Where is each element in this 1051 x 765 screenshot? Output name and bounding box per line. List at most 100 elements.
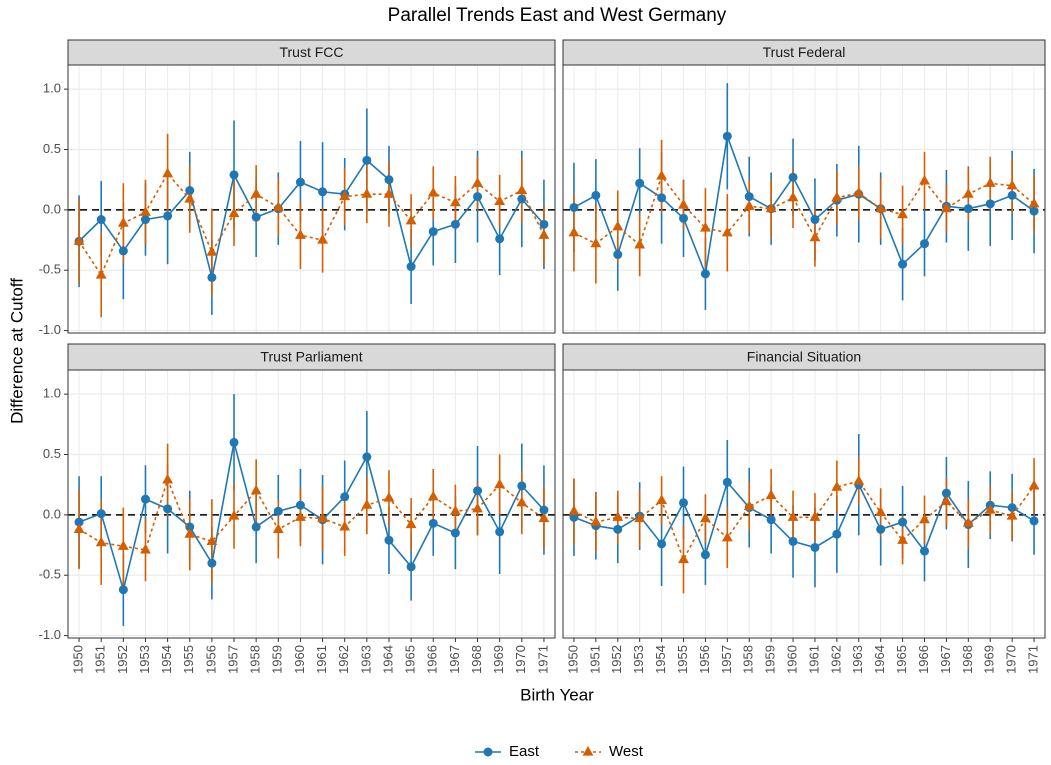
x-tick-label: 1962 bbox=[336, 645, 351, 674]
point bbox=[1006, 179, 1018, 190]
point bbox=[473, 486, 483, 496]
x-tick-label: 1953 bbox=[631, 645, 646, 674]
point bbox=[228, 207, 240, 218]
legend-marker bbox=[483, 747, 493, 757]
point bbox=[140, 215, 150, 225]
x-tick-label: 1963 bbox=[358, 645, 373, 674]
point bbox=[920, 546, 929, 556]
point bbox=[679, 498, 688, 508]
x-tick-label: 1950 bbox=[565, 645, 580, 674]
point bbox=[898, 517, 908, 527]
point bbox=[272, 201, 284, 212]
point bbox=[406, 562, 416, 572]
point bbox=[539, 219, 549, 229]
point bbox=[517, 481, 527, 491]
x-tick-label: 1953 bbox=[137, 645, 152, 674]
x-tick-label: 1951 bbox=[587, 645, 602, 674]
point bbox=[657, 539, 667, 549]
point bbox=[251, 522, 261, 532]
point bbox=[853, 475, 865, 485]
x-tick-label: 1967 bbox=[447, 645, 462, 674]
point bbox=[568, 226, 580, 237]
point bbox=[853, 186, 865, 197]
point bbox=[700, 550, 710, 560]
y-tick-label: 0.0 bbox=[43, 506, 61, 521]
legend-label: West bbox=[609, 743, 644, 760]
panel-background bbox=[563, 370, 1045, 638]
series-line bbox=[78, 477, 545, 551]
point bbox=[317, 234, 328, 244]
point bbox=[984, 504, 996, 514]
point bbox=[272, 523, 284, 533]
x-tick-label: 1957 bbox=[225, 645, 240, 674]
x-tick-label: 1968 bbox=[469, 645, 484, 674]
x-tick-label: 1971 bbox=[1025, 645, 1040, 674]
point bbox=[96, 215, 106, 225]
point bbox=[679, 213, 688, 223]
point bbox=[568, 505, 580, 515]
point bbox=[590, 237, 602, 248]
point bbox=[919, 174, 930, 185]
point bbox=[897, 208, 908, 219]
x-tick-label: 1968 bbox=[960, 645, 975, 674]
panel-border bbox=[67, 64, 556, 334]
point bbox=[207, 558, 217, 568]
point bbox=[920, 239, 929, 249]
x-tick-label: 1958 bbox=[248, 645, 263, 674]
point bbox=[700, 221, 711, 232]
point bbox=[721, 226, 733, 237]
x-tick-label: 1965 bbox=[403, 645, 418, 674]
x-tick-label: 1963 bbox=[850, 645, 865, 674]
point bbox=[612, 511, 624, 521]
strip-title: Trust Federal bbox=[763, 44, 846, 60]
point bbox=[384, 175, 394, 185]
point bbox=[569, 202, 579, 212]
y-tick-label: -1.0 bbox=[39, 627, 61, 642]
x-tick-label: 1964 bbox=[872, 645, 887, 674]
point bbox=[539, 505, 549, 515]
point bbox=[163, 504, 173, 514]
point bbox=[405, 518, 417, 529]
point bbox=[788, 536, 798, 546]
point bbox=[495, 527, 505, 537]
point bbox=[428, 227, 438, 237]
strip-title: Trust FCC bbox=[279, 44, 343, 60]
point bbox=[678, 553, 689, 564]
point bbox=[635, 178, 645, 188]
point bbox=[207, 272, 217, 282]
series-line bbox=[78, 442, 545, 593]
series-line bbox=[78, 159, 545, 278]
point bbox=[473, 192, 483, 202]
strip bbox=[562, 343, 1046, 371]
point bbox=[1028, 197, 1040, 208]
point bbox=[450, 219, 460, 229]
point bbox=[362, 452, 372, 462]
point bbox=[831, 481, 843, 491]
point bbox=[962, 517, 974, 527]
point bbox=[185, 522, 195, 532]
y-tick-label: 0.0 bbox=[43, 201, 61, 216]
point bbox=[538, 229, 550, 239]
point bbox=[787, 191, 799, 202]
x-tick-label: 1954 bbox=[159, 645, 174, 674]
strip-title: Financial Situation bbox=[747, 349, 861, 365]
series-line bbox=[573, 480, 1035, 562]
y-tick-label: 1.0 bbox=[43, 81, 61, 96]
y-tick-label: 0.5 bbox=[43, 446, 61, 461]
point bbox=[919, 513, 930, 524]
y-tick-label: -0.5 bbox=[39, 567, 61, 582]
point bbox=[591, 190, 601, 200]
point bbox=[383, 491, 395, 502]
point bbox=[340, 492, 350, 502]
point bbox=[765, 202, 777, 213]
point bbox=[184, 193, 196, 203]
x-tick-label: 1956 bbox=[203, 645, 218, 674]
point bbox=[941, 488, 951, 498]
point bbox=[810, 542, 820, 552]
facet: Trust Parliament -1.0 -0.5 0.0 0.5 1.0 1950 195… bbox=[39, 343, 556, 674]
point bbox=[766, 515, 776, 525]
x-tick-label: 1965 bbox=[894, 645, 909, 674]
point bbox=[74, 517, 84, 527]
point bbox=[427, 490, 439, 501]
